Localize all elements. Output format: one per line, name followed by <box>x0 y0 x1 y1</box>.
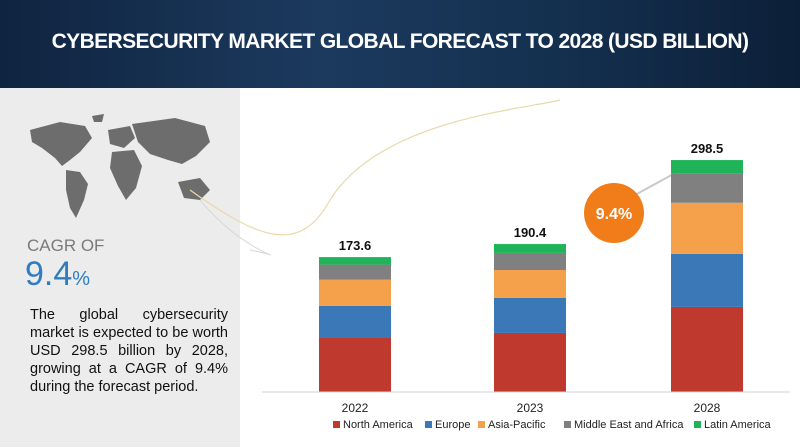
bar-segment <box>319 279 391 306</box>
cagr-value: 9.4% <box>25 255 90 294</box>
bar-segment <box>494 252 566 271</box>
bar-segment <box>671 160 743 174</box>
bar-segment <box>494 244 566 253</box>
legend-label: Europe <box>435 419 470 431</box>
cagr-number: 9.4 <box>25 255 73 293</box>
sidebar: CAGR OF 9.4% The global cybersecurity ma… <box>0 88 240 447</box>
legend-swatch <box>425 421 432 428</box>
cagr-bubble <box>584 183 644 243</box>
bar-segment <box>494 270 566 298</box>
legend-label: Latin America <box>704 419 772 431</box>
cagr-unit: % <box>72 268 91 290</box>
legend-swatch <box>694 421 701 428</box>
bar-segment <box>319 305 391 338</box>
x-tick-label: 2022 <box>342 401 369 415</box>
bar-segment <box>494 297 566 333</box>
legend-swatch <box>564 421 571 428</box>
cagr-label: CAGR OF <box>27 236 105 255</box>
bar-segment <box>319 337 391 392</box>
bar-segment <box>671 173 743 203</box>
total-label: 298.5 <box>691 141 724 156</box>
x-tick-label: 2028 <box>694 401 721 415</box>
total-label: 190.4 <box>514 225 547 240</box>
bar-segment <box>671 253 743 307</box>
legend-swatch <box>478 421 485 428</box>
cagr-bubble-label: 9.4% <box>596 206 632 223</box>
decor-curve <box>189 99 561 236</box>
legend-label: Asia-Pacific <box>488 419 546 431</box>
decor-curve <box>199 199 272 256</box>
bar-segment <box>494 332 566 392</box>
header: CYBERSECURITY MARKET GLOBAL FORECAST TO … <box>0 0 800 88</box>
legend-swatch <box>333 421 340 428</box>
bar-segment <box>671 306 743 392</box>
total-label: 173.6 <box>339 238 372 253</box>
title: CYBERSECURITY MARKET GLOBAL FORECAST TO … <box>51 30 749 53</box>
x-tick-label: 2023 <box>517 401 544 415</box>
bar-segment <box>319 257 391 265</box>
legend-label: North America <box>343 419 414 431</box>
description: The global cybersecurity market is expec… <box>30 307 228 395</box>
bar-segment <box>671 202 743 254</box>
bar-segment <box>319 264 391 280</box>
legend-label: Middle East and Africa <box>574 419 684 431</box>
world-map <box>30 114 210 218</box>
